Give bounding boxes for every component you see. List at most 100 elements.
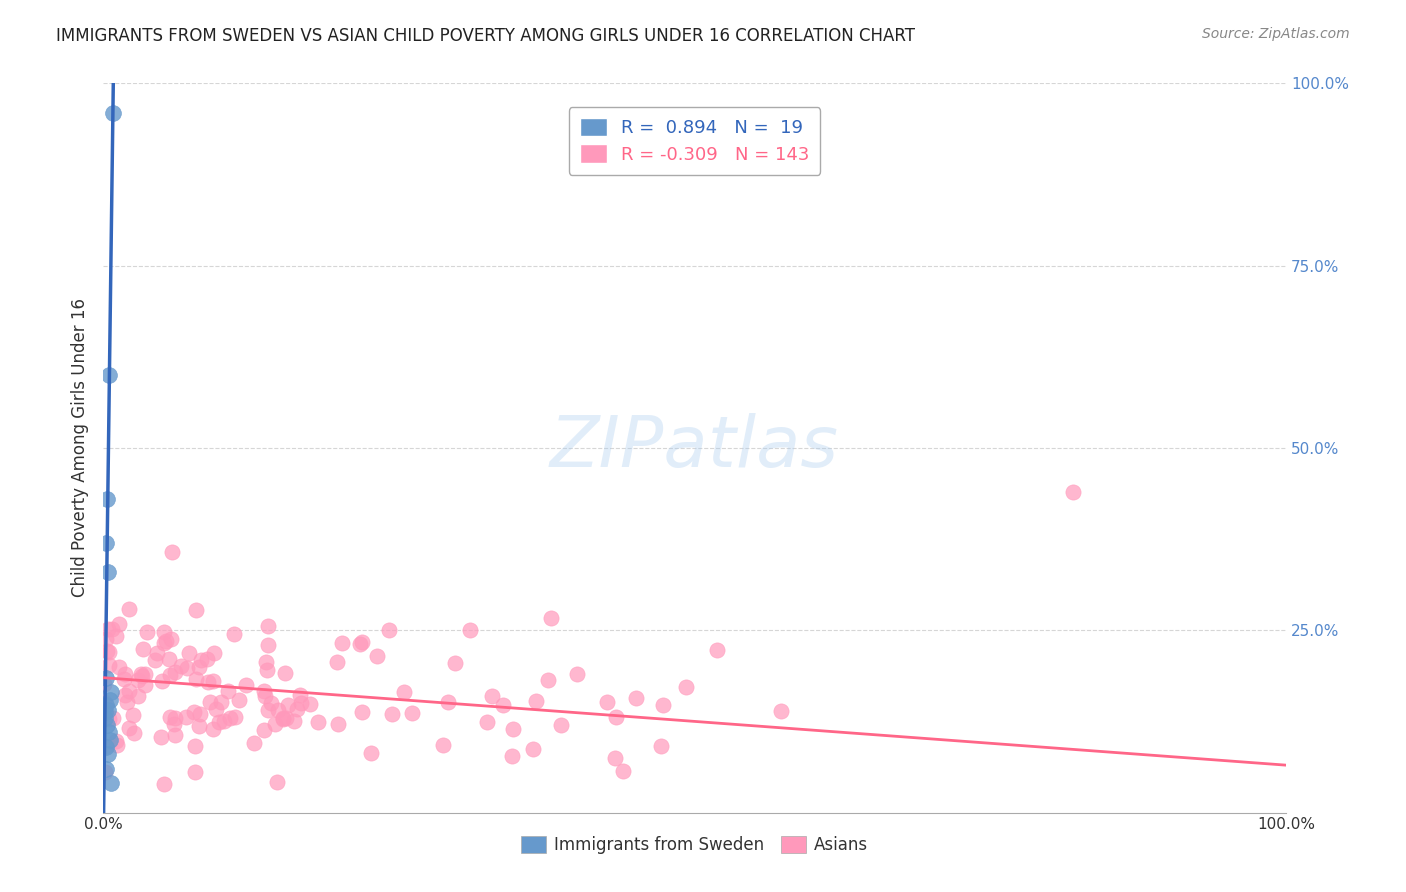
Point bbox=[259, 696, 281, 710]
Point bbox=[149, 731, 172, 745]
Point bbox=[136, 625, 159, 640]
Point bbox=[437, 696, 460, 710]
Point bbox=[202, 646, 225, 660]
Point bbox=[152, 625, 174, 640]
Point bbox=[105, 738, 128, 752]
Point bbox=[349, 637, 371, 651]
Point bbox=[179, 646, 201, 660]
Point bbox=[112, 672, 135, 686]
Point bbox=[96, 491, 118, 506]
Point bbox=[114, 667, 136, 681]
Point bbox=[228, 693, 250, 707]
Point bbox=[134, 678, 156, 692]
Point bbox=[155, 634, 177, 648]
Point bbox=[253, 689, 276, 703]
Point bbox=[97, 747, 120, 762]
Point bbox=[217, 684, 239, 698]
Point bbox=[458, 623, 481, 637]
Point bbox=[114, 688, 136, 702]
Point bbox=[208, 714, 231, 729]
Point bbox=[97, 725, 120, 739]
Point bbox=[652, 698, 675, 712]
Point bbox=[212, 714, 235, 728]
Point bbox=[94, 705, 117, 719]
Point bbox=[183, 739, 205, 753]
Point bbox=[235, 678, 257, 692]
Point bbox=[97, 368, 120, 382]
Point bbox=[115, 695, 138, 709]
Point bbox=[612, 764, 634, 778]
Point bbox=[537, 673, 560, 687]
Point bbox=[100, 776, 122, 790]
Point bbox=[202, 723, 225, 737]
Point bbox=[366, 649, 388, 664]
Point bbox=[93, 695, 115, 709]
Point bbox=[97, 623, 120, 637]
Point bbox=[491, 698, 513, 712]
Point bbox=[188, 718, 211, 732]
Point bbox=[243, 736, 266, 750]
Point bbox=[157, 652, 180, 666]
Point bbox=[209, 695, 232, 709]
Point bbox=[160, 632, 183, 647]
Point bbox=[183, 764, 205, 779]
Point bbox=[165, 711, 187, 725]
Point bbox=[224, 710, 246, 724]
Point bbox=[176, 661, 198, 675]
Point bbox=[198, 695, 221, 709]
Point bbox=[183, 705, 205, 719]
Point bbox=[444, 657, 467, 671]
Point bbox=[96, 671, 118, 685]
Point bbox=[165, 728, 187, 742]
Point bbox=[131, 669, 153, 683]
Point bbox=[330, 636, 353, 650]
Point bbox=[159, 710, 181, 724]
Point bbox=[170, 659, 193, 673]
Point bbox=[381, 706, 404, 721]
Point bbox=[146, 646, 169, 660]
Point bbox=[219, 711, 242, 725]
Point bbox=[257, 703, 280, 717]
Point bbox=[501, 749, 523, 764]
Point bbox=[153, 777, 176, 791]
Point bbox=[378, 624, 401, 638]
Point bbox=[432, 738, 454, 752]
Point bbox=[267, 703, 290, 717]
Text: ZIPatlas: ZIPatlas bbox=[550, 414, 839, 483]
Point bbox=[299, 697, 322, 711]
Point bbox=[350, 635, 373, 649]
Point bbox=[118, 721, 141, 735]
Point bbox=[97, 703, 120, 717]
Point bbox=[94, 632, 117, 646]
Point bbox=[274, 665, 297, 680]
Point bbox=[475, 715, 498, 730]
Point bbox=[129, 667, 152, 681]
Point bbox=[288, 688, 311, 702]
Text: IMMIGRANTS FROM SWEDEN VS ASIAN CHILD POVERTY AMONG GIRLS UNDER 16 CORRELATION C: IMMIGRANTS FROM SWEDEN VS ASIAN CHILD PO… bbox=[56, 27, 915, 45]
Point bbox=[253, 723, 276, 737]
Point bbox=[195, 652, 218, 666]
Point bbox=[290, 696, 312, 710]
Point bbox=[352, 705, 374, 719]
Point bbox=[624, 690, 647, 705]
Legend: R =  0.894   N =  19, R = -0.309   N = 143: R = 0.894 N = 19, R = -0.309 N = 143 bbox=[569, 107, 820, 175]
Point bbox=[104, 629, 127, 643]
Point bbox=[96, 643, 118, 657]
Point bbox=[254, 655, 277, 669]
Point bbox=[94, 535, 117, 549]
Y-axis label: Child Poverty Among Girls Under 16: Child Poverty Among Girls Under 16 bbox=[72, 299, 89, 598]
Point bbox=[122, 726, 145, 740]
Point bbox=[127, 673, 149, 688]
Point bbox=[271, 711, 294, 725]
Point bbox=[201, 674, 224, 689]
Point bbox=[205, 702, 228, 716]
Point bbox=[283, 714, 305, 729]
Point bbox=[96, 718, 118, 732]
Point bbox=[184, 602, 207, 616]
Point bbox=[93, 712, 115, 726]
Point bbox=[93, 739, 115, 754]
Point bbox=[1062, 484, 1084, 499]
Point bbox=[98, 645, 121, 659]
Point bbox=[127, 689, 149, 703]
Point bbox=[502, 722, 524, 736]
